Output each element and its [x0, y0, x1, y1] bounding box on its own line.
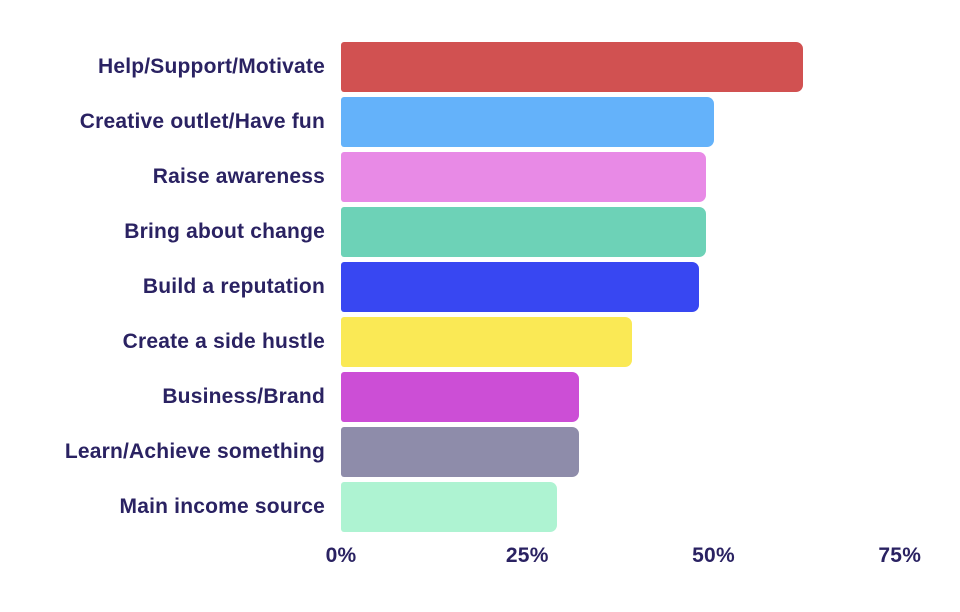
bar — [341, 42, 803, 92]
bar — [341, 207, 707, 257]
category-label: Learn/Achieve something — [64, 440, 325, 463]
bar — [341, 97, 714, 147]
category-cell: Business/Brand — [0, 372, 341, 422]
bar-track — [341, 372, 960, 422]
category-cell: Create a side hustle — [0, 317, 341, 367]
bar-track — [341, 317, 960, 367]
chart-row: Help/Support/Motivate — [0, 42, 960, 97]
chart-row: Raise awareness — [0, 152, 960, 207]
chart-plot-area: Help/Support/Motivate Creative outlet/Ha… — [0, 42, 960, 537]
category-cell: Bring about change — [0, 207, 341, 257]
category-label: Creative outlet/Have fun — [79, 110, 325, 133]
chart-row: Main income source — [0, 482, 960, 537]
bar — [341, 317, 632, 367]
category-label: Help/Support/Motivate — [97, 55, 325, 78]
bar-track — [341, 427, 960, 477]
category-label: Bring about change — [124, 220, 325, 243]
category-cell: Learn/Achieve something — [0, 427, 341, 477]
category-label: Business/Brand — [162, 385, 325, 408]
category-label: Raise awareness — [152, 165, 325, 188]
x-axis-tick-label: 75% — [878, 544, 922, 567]
chart-row: Build a reputation — [0, 262, 960, 317]
bar-track — [341, 152, 960, 202]
category-cell: Build a reputation — [0, 262, 341, 312]
category-label: Build a reputation — [142, 275, 325, 298]
x-axis-tick-label: 50% — [692, 544, 735, 567]
bar — [341, 482, 558, 532]
bar-track — [341, 482, 960, 532]
category-label: Main income source — [119, 495, 325, 518]
chart-row: Learn/Achieve something — [0, 427, 960, 482]
category-label: Create a side hustle — [122, 330, 325, 353]
chart-row: Create a side hustle — [0, 317, 960, 372]
bar — [341, 427, 580, 477]
x-axis-tick-label: 0% — [325, 544, 357, 567]
bar — [341, 152, 707, 202]
category-cell: Creative outlet/Have fun — [0, 97, 341, 147]
bar — [341, 262, 699, 312]
bar-track — [341, 42, 960, 92]
category-cell: Main income source — [0, 482, 341, 532]
chart-row: Business/Brand — [0, 372, 960, 427]
x-axis-tick-label: 25% — [505, 544, 549, 567]
category-cell: Raise awareness — [0, 152, 341, 202]
bar-track — [341, 97, 960, 147]
chart-row: Creative outlet/Have fun — [0, 97, 960, 152]
category-cell: Help/Support/Motivate — [0, 42, 341, 92]
bar-track — [341, 262, 960, 312]
bar-track — [341, 207, 960, 257]
x-axis: 0% 25% 50% 75% — [326, 544, 931, 574]
chart-row: Bring about change — [0, 207, 960, 262]
bar — [341, 372, 580, 422]
